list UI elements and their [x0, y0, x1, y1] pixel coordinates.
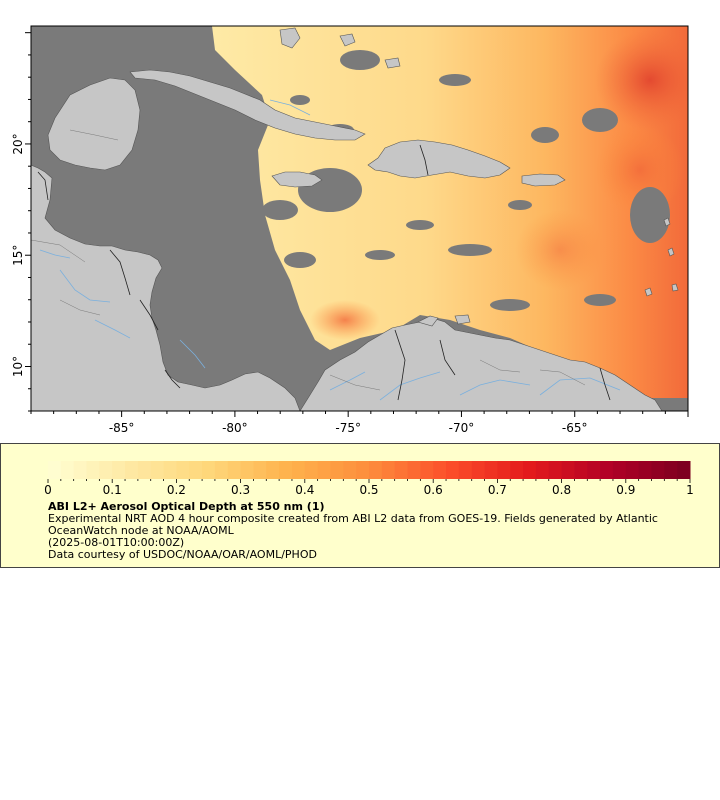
aod-map: -85° -80° -75° -70° -65° 10° 15° 20° — [11, 25, 689, 435]
colorbar-tick-label: 0.4 — [295, 483, 314, 497]
colorbar-cell — [330, 461, 344, 479]
colorbar-cell — [600, 461, 614, 479]
aod-hotspot-central — [515, 210, 605, 290]
aod-hotspot-northeast — [595, 30, 688, 130]
rivers — [39, 99, 621, 401]
colorbar-cell — [125, 461, 139, 479]
colorbar-cell — [612, 461, 627, 479]
colorbar-cell — [510, 461, 524, 479]
lon-tick-label: -85° — [109, 421, 135, 435]
legend-panel: 0 0.1 0.2 0.3 0.4 0.5 0.6 0.7 0.8 0.9 1 ABI L2+ Ae… — [0, 443, 720, 568]
land-bahamas — [279, 27, 301, 49]
lon-tick-label: -75° — [335, 421, 361, 435]
lat-tick-label: 20° — [11, 133, 25, 154]
colorbar-cell — [369, 461, 383, 479]
colorbar-tick-label: 0.5 — [359, 483, 378, 497]
colorbar-cell — [548, 461, 563, 479]
colorbar-cell — [497, 461, 511, 479]
colorbar-tick-label: 0.9 — [616, 483, 635, 497]
colorbar-cell — [99, 461, 113, 479]
land-jamaica — [271, 171, 323, 188]
legend-credit: Data courtesy of USDOC/NOAA/OAR/AOML/PHO… — [48, 548, 317, 561]
colorbar-tick-label: 0.2 — [167, 483, 186, 497]
lat-tick-label: 15° — [11, 245, 25, 266]
legend-title: ABI L2+ Aerosol Optical Depth at 550 nm … — [48, 500, 325, 513]
colorbar-cell — [458, 461, 473, 479]
latitude-axis: 10° 15° 20° — [11, 32, 31, 412]
colorbar: 0 0.1 0.2 0.3 0.4 0.5 0.6 0.7 0.8 0.9 1 — [44, 461, 694, 497]
colorbar-cell — [291, 461, 306, 479]
colorbar-cell — [73, 461, 88, 479]
lon-tick-label: -70° — [449, 421, 475, 435]
aod-hotspot-east — [595, 125, 685, 215]
colorbar-cell — [240, 461, 254, 479]
colorbar-cell — [150, 461, 165, 479]
colorbar-cell — [625, 461, 640, 479]
borders — [37, 144, 611, 401]
admin-lines — [31, 129, 586, 391]
longitude-axis: -85° -80° -75° -70° -65° — [30, 411, 689, 435]
colorbar-cell — [137, 461, 152, 479]
aod-hotspot-southwest — [310, 300, 380, 340]
map-figure: -85° -80° -75° -70° -65° 10° 15° 20° — [11, 25, 689, 435]
land — [31, 27, 679, 411]
colorbar-cell — [163, 461, 177, 479]
land-cuba — [129, 69, 366, 141]
colorbar-cell — [214, 461, 229, 479]
colorbar-cell — [279, 461, 293, 479]
colorbar-cell — [587, 461, 601, 479]
colorbar-cell — [60, 461, 75, 479]
colorbar-cell — [484, 461, 498, 479]
colorbar-tick-label: 1 — [686, 483, 694, 497]
land-puerto-rico — [521, 173, 566, 187]
colorbar-cell — [420, 461, 434, 479]
colorbar-cell — [561, 461, 575, 479]
colorbar-cell — [304, 461, 319, 479]
lon-tick-label: -65° — [562, 421, 588, 435]
colorbar-ticks: 0 0.1 0.2 0.3 0.4 0.5 0.6 0.7 0.8 0.9 1 — [44, 479, 694, 497]
colorbar-cells — [48, 461, 691, 479]
colorbar-cell — [471, 461, 486, 479]
colorbar-tick-label: 0.3 — [231, 483, 250, 497]
legend-subtitle: Experimental NRT AOD 4 hour composite cr… — [48, 512, 658, 537]
colorbar-cell — [112, 461, 126, 479]
colorbar-cell — [189, 461, 203, 479]
colorbar-cell — [535, 461, 550, 479]
colorbar-cell — [202, 461, 216, 479]
colorbar-cell — [677, 461, 691, 479]
colorbar-cell — [407, 461, 421, 479]
colorbar-tick-label: 0.7 — [488, 483, 507, 497]
colorbar-cell — [227, 461, 242, 479]
colorbar-cell — [381, 461, 396, 479]
colorbar-cell — [266, 461, 280, 479]
colorbar-cell — [394, 461, 409, 479]
colorbar-cell — [317, 461, 331, 479]
colorbar-cell — [523, 461, 537, 479]
colorbar-cell — [574, 461, 588, 479]
lon-tick-label: -80° — [222, 421, 248, 435]
colorbar-cell — [253, 461, 267, 479]
colorbar-cell — [433, 461, 447, 479]
land-hispaniola — [367, 139, 511, 179]
land-central-america — [31, 164, 301, 411]
colorbar-cell — [356, 461, 370, 479]
colorbar-cell — [343, 461, 357, 479]
land-south-america — [299, 317, 663, 411]
colorbar-tick-label: 0.8 — [552, 483, 571, 497]
colorbar-cell — [446, 461, 460, 479]
colorbar-cell — [651, 461, 665, 479]
colorbar-cell — [48, 461, 62, 479]
colorbar-tick-label: 0 — [44, 483, 52, 497]
lat-tick-label: 10° — [11, 356, 25, 377]
colorbar-cell — [664, 461, 678, 479]
legend-date: (2025-08-01T10:00:00Z) — [48, 536, 185, 549]
colorbar-cell — [638, 461, 652, 479]
colorbar-cell — [86, 461, 100, 479]
map-frame — [30, 25, 689, 412]
land-yucatan — [47, 77, 141, 171]
colorbar-tick-label: 0.1 — [103, 483, 122, 497]
colorbar-tick-label: 0.6 — [424, 483, 443, 497]
colorbar-cell — [176, 461, 190, 479]
